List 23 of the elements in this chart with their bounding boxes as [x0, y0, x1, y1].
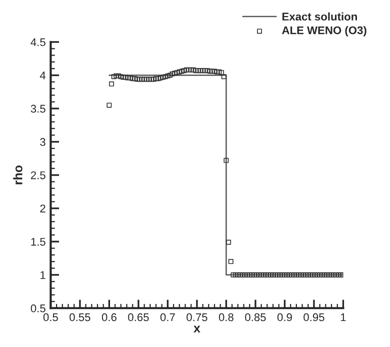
x-tick-label: 0.7: [160, 313, 175, 322]
x-tick-label: 0.65: [128, 313, 149, 322]
legend-label: Exact solution: [282, 12, 357, 21]
x-tick-label: 0.85: [245, 313, 266, 322]
y-axis-title: rho: [13, 165, 22, 184]
x-tick-label: 0.75: [186, 313, 208, 322]
y-tick-label: 4: [40, 72, 46, 80]
y-tick-label: 4.5: [30, 38, 46, 46]
x-tick-label: 0.6: [102, 313, 116, 322]
y-tick-label: 2.5: [30, 171, 46, 180]
y-tick-label: 1.5: [31, 238, 46, 246]
legend-label: ALE WENO (O3): [282, 26, 366, 36]
y-tick-label: 1: [40, 271, 46, 279]
y-tick-label: 3: [40, 138, 46, 146]
y-tick-label: 3.5: [30, 104, 46, 113]
x-tick-label: 0.9: [277, 313, 292, 322]
x-tick-label: 0.55: [70, 313, 90, 322]
x-tick-label: 1: [340, 313, 346, 322]
y-tick-label: 0.5: [30, 304, 46, 312]
x-tick-label: 0.95: [304, 313, 324, 322]
y-tick-label: 2: [40, 204, 46, 212]
x-axis-title: x: [194, 326, 200, 332]
x-tick-label: 0.8: [218, 313, 234, 322]
